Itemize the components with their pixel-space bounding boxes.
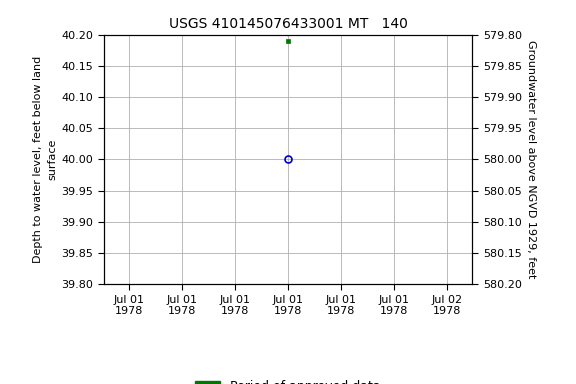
Y-axis label: Depth to water level, feet below land
surface: Depth to water level, feet below land su… <box>33 56 57 263</box>
Title: USGS 410145076433001 MT   140: USGS 410145076433001 MT 140 <box>169 17 407 31</box>
Y-axis label: Groundwater level above NGVD 1929, feet: Groundwater level above NGVD 1929, feet <box>526 40 536 278</box>
Legend: Period of approved data: Period of approved data <box>190 375 386 384</box>
